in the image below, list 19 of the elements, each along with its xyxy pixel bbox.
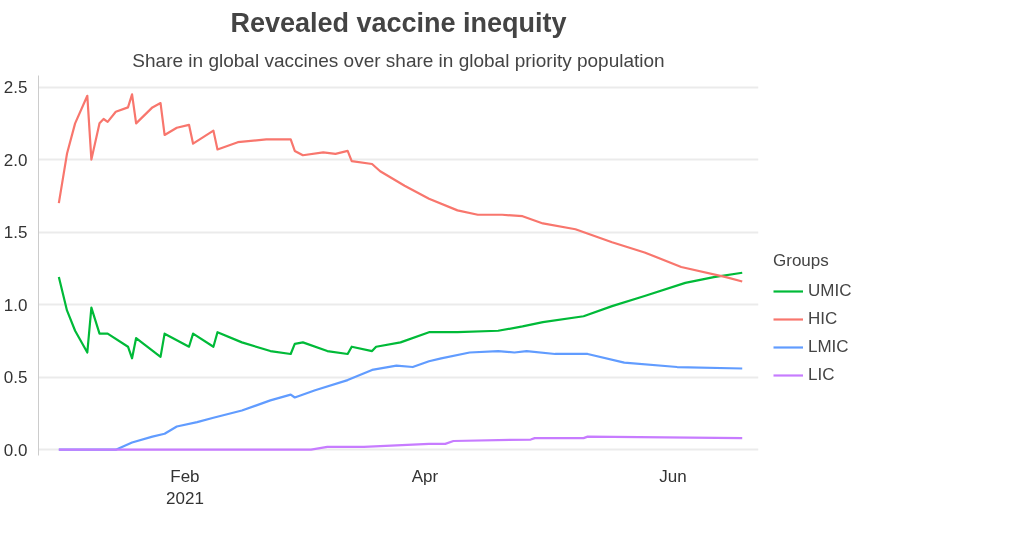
line-series	[57, 271, 744, 360]
y-tick-label: 1.5	[3, 223, 28, 243]
x-tick-label: Jun	[659, 466, 687, 486]
y-tick-label: 1.0	[3, 295, 28, 315]
legend-title: Groups	[773, 251, 830, 271]
legend-label: LMIC	[808, 337, 849, 357]
line-series	[57, 93, 744, 283]
y-tick-label: 0.0	[3, 440, 28, 460]
chart-title: Revealed vaccine inequity	[230, 7, 567, 38]
x-tick-label: Apr	[411, 466, 439, 486]
x-tick-label: Feb 2021	[166, 466, 204, 509]
legend-label: HIC	[808, 309, 838, 329]
chart-subtitle: Share in global vaccines over share in global priority population	[132, 49, 665, 71]
legend-label: UMIC	[808, 281, 852, 301]
y-tick-label: 0.5	[3, 368, 28, 388]
legend-label: LIC	[808, 365, 835, 385]
y-tick-label: 2.5	[3, 78, 28, 98]
y-tick-label: 2.0	[3, 150, 28, 170]
line-series	[57, 435, 744, 451]
